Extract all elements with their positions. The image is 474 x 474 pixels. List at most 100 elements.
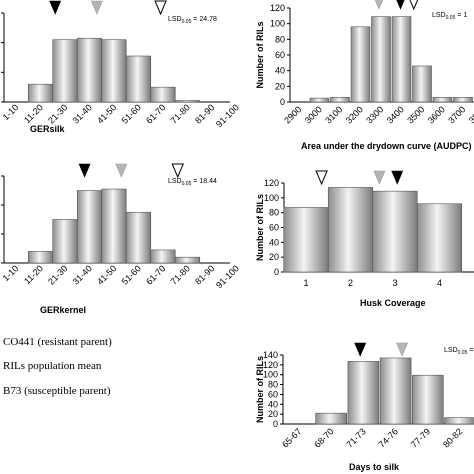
- y-tick-label: 40: [269, 237, 279, 247]
- bar: [101, 39, 127, 103]
- x-tick-label: 3700: [446, 104, 467, 125]
- x-tick-label: 3100: [323, 104, 344, 125]
- marker-resistant: [396, 0, 405, 10]
- x-tick-label: 2: [348, 278, 353, 288]
- marker-mean: [90, 0, 103, 15]
- bar: [27, 83, 54, 103]
- x-axis-label: Days to silk: [349, 462, 400, 472]
- x-tick-label: 3800: [467, 104, 474, 125]
- y-tick-label: 100: [264, 193, 279, 203]
- y-tick-label: 100: [270, 19, 285, 29]
- bar: [412, 65, 432, 103]
- marker-resistant: [354, 342, 367, 357]
- x-tick-label: 91-100: [214, 102, 241, 129]
- x-tick-label: 41-50: [95, 102, 118, 125]
- y-tick-label: 60: [269, 223, 279, 233]
- bar: [283, 207, 329, 273]
- x-tick-label: 31-40: [71, 102, 94, 125]
- x-tick-label: 3400: [385, 104, 406, 125]
- x-tick-label: 3200: [344, 104, 365, 125]
- panel-gersilk: 1-10 11-20 21-30 31-40 41-50 51-60 61-70 71-80 8…: [1, 0, 241, 134]
- marker-susceptible: [315, 170, 328, 186]
- bar: [101, 188, 127, 264]
- y-tick-label: 120: [270, 3, 285, 13]
- bar: [347, 361, 380, 425]
- x-tick-label: 1-10: [1, 263, 21, 283]
- legend-item-mean: RILs population mean: [3, 360, 102, 372]
- bar: [416, 203, 463, 273]
- marker-mean: [396, 342, 408, 357]
- bar: [309, 97, 330, 103]
- y-tick-label: 20: [275, 81, 285, 91]
- x-tick-label: 68-70: [312, 426, 335, 449]
- x-tick-label: 11-20: [22, 102, 45, 125]
- x-tick-label: 2900: [282, 104, 303, 125]
- x-tick-label: 91-100: [214, 263, 241, 290]
- x-tick-label: 3000: [303, 104, 324, 125]
- y-tick-label: 20: [268, 409, 278, 419]
- y-axis-label: Number of RILs: [255, 356, 265, 423]
- x-axis-label: Area under the drydown curve (AUDPC): [301, 141, 472, 151]
- bar: [125, 55, 152, 103]
- bar: [327, 187, 374, 273]
- x-axis-label: Husk Coverage: [360, 298, 426, 308]
- x-tick-label: 71-73: [344, 426, 367, 449]
- bar: [444, 417, 474, 425]
- legend-item-resistant: CO441 (resistant parent): [3, 336, 112, 348]
- x-tick-label: 3: [392, 278, 397, 288]
- x-tick-label: 11-20: [22, 263, 45, 286]
- y-tick-label: 20: [269, 252, 279, 262]
- bar: [150, 249, 176, 264]
- x-tick-label: 41-50: [95, 263, 118, 286]
- y-tick-label: 40: [275, 66, 285, 76]
- bar: [391, 16, 412, 103]
- bar: [315, 412, 348, 425]
- x-axis-label: GERsilk: [30, 124, 66, 134]
- marker-mean: [115, 163, 128, 178]
- bar: [330, 97, 350, 103]
- y-tick-label: 120: [263, 360, 278, 370]
- lsd-annotation: LSD0.05 = 1: [432, 12, 467, 21]
- bar: [27, 251, 54, 264]
- bar: [411, 374, 444, 425]
- marker-resistant: [78, 163, 91, 178]
- lsd-annotation: LSD0.05 = 24.78: [168, 16, 217, 25]
- bar: [52, 39, 78, 103]
- x-tick-label: 3500: [405, 104, 426, 125]
- bar: [125, 211, 152, 264]
- marker-resistant: [49, 0, 62, 15]
- bar: [52, 219, 78, 264]
- x-tick-label: 1-10: [1, 102, 21, 122]
- x-tick-label: 74-76: [377, 426, 400, 449]
- y-tick-label: 80: [269, 208, 279, 218]
- panel-husk: 0 20 40 60 80 100 120 1 2 3 4 Husk Coverage Number o…: [255, 170, 474, 308]
- y-tick-label: 120: [264, 178, 279, 188]
- x-tick-label: 61-70: [144, 263, 167, 286]
- bar: [150, 86, 176, 103]
- y-tick-label: 0: [273, 419, 278, 429]
- x-tick-label: 65-67: [280, 426, 303, 449]
- y-tick-label: 60: [275, 50, 285, 60]
- marker-mean: [373, 170, 386, 185]
- x-tick-label: 1: [303, 278, 308, 288]
- bar: [174, 100, 201, 103]
- lsd-annotation: LSD0.05 =: [444, 347, 473, 356]
- bar: [76, 190, 103, 264]
- y-tick-label: 80: [275, 34, 285, 44]
- legend: CO441 (resistant parent) RILs population…: [3, 336, 112, 397]
- marker-mean: [374, 0, 384, 10]
- x-tick-label: 51-60: [120, 263, 143, 286]
- y-tick-label: 60: [268, 389, 278, 399]
- bar: [379, 357, 412, 425]
- y-tick-label: 0: [274, 267, 279, 277]
- bar: [174, 256, 201, 264]
- marker-susceptible: [409, 0, 419, 11]
- x-tick-label: 71-80: [169, 263, 192, 286]
- x-tick-label: 21-30: [46, 263, 69, 286]
- marker-susceptible: [171, 163, 184, 179]
- y-axis-label: Number of RILs: [255, 21, 265, 88]
- y-tick-label: 80: [268, 380, 278, 390]
